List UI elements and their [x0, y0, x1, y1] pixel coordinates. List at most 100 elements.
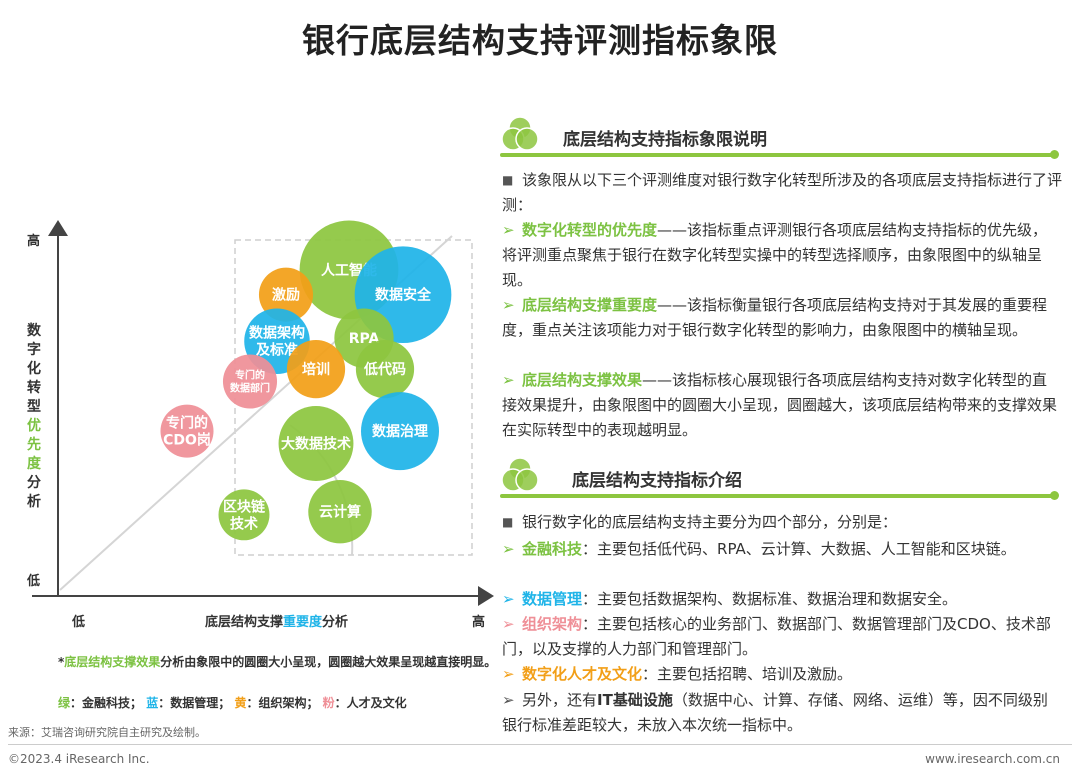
- section2-item-em: 金融科技: [522, 540, 583, 558]
- bubble-blockchain: [218, 489, 270, 541]
- source-note: 来源：艾瑞咨询研究院自主研究及绘制。: [8, 726, 206, 739]
- bubble-incentive: [258, 267, 314, 322]
- bubble-label-lowcode: 低代码: [363, 361, 406, 378]
- y-axis-title-char: 数: [27, 323, 41, 339]
- y-axis-title-char: 分: [27, 475, 41, 491]
- section2-extra-post: （数据中心、计算、存储、网络、运维）等，因不同级别银行标准差距较大，未放入本次统…: [502, 691, 1048, 734]
- bubble-label-arch: 数据架构: [249, 325, 305, 342]
- y-axis-title-char: 型: [27, 399, 41, 415]
- bubble-label-incentive: 激励: [272, 287, 300, 304]
- x-axis-low-label: 低: [72, 615, 86, 630]
- section2-item: ➢ 数字化人才及文化：主要包括招聘、培训及激励。: [502, 665, 853, 683]
- y-axis-title-char: 析: [27, 494, 41, 510]
- x-axis-title-em: 重要度: [283, 615, 323, 630]
- bubble-bigdata: [278, 406, 354, 481]
- legend-key-pink: 粉: [322, 696, 335, 710]
- y-axis-low-label: 低: [27, 574, 41, 589]
- quadrant-highlight-box: [234, 239, 473, 556]
- bubble-cloud: [308, 479, 372, 544]
- website-link[interactable]: www.iresearch.com.cn: [925, 752, 1060, 766]
- section1-item-text: ——该指标核心展现银行各项底层结构支持对数字化转型的直接效果提升，由象限图中的圆…: [502, 371, 1058, 439]
- footnote-star: *: [58, 655, 65, 669]
- chart-footnote: *底层结构支撑效果分析由象限中的圆圈大小呈现，圆圈越大效果呈现越直接明显。: [58, 652, 498, 672]
- bubble-layer: 人工智能数据安全激励RPA数据架构及标准低代码培训专门的数据部门专门的CDO岗大…: [160, 220, 452, 544]
- bubble-datadept: [222, 354, 278, 409]
- section2-item: ➢ 金融科技：主要包括低代码、RPA、云计算、大数据、人工智能和区块链。: [502, 540, 1016, 558]
- bubble-label-cloud: 云计算: [319, 504, 361, 521]
- section2-item-text: ：主要包括低代码、RPA、云计算、大数据、人工智能和区块链。: [582, 540, 1016, 558]
- section2-item-em: 组织架构: [522, 615, 583, 633]
- y-axis-high-label: 高: [27, 234, 41, 249]
- bubble-label-datadept: 专门的: [235, 369, 265, 382]
- copyright: ©2023.4 iResearch Inc.: [8, 752, 150, 766]
- x-axis-high-label: 高: [472, 615, 486, 630]
- section1-divider: [500, 153, 1055, 157]
- bubble-label-cdo: 专门的: [166, 415, 208, 432]
- section1-item-em: 底层结构支撑效果: [522, 371, 643, 389]
- bubble-label-datagov: 数据治理: [372, 423, 428, 440]
- section2-item: ➢ 数据管理：主要包括数据架构、数据标准、数据治理和数据安全。: [502, 590, 958, 608]
- legend-text: ：数据管理；: [158, 696, 231, 710]
- y-axis-title-char: 度: [27, 456, 41, 472]
- bubble-cdo: [160, 404, 214, 458]
- venn-icon: [501, 116, 539, 151]
- footnote-em: 底层结构支撑效果: [64, 655, 161, 669]
- bubble-label-datasec: 数据安全: [375, 287, 432, 304]
- section2-item-em: 数据管理: [522, 590, 583, 608]
- legend-key-green: 绿: [58, 696, 71, 710]
- bubble-label-blockchain: 技术: [230, 515, 258, 532]
- section1-intro: ■ 该象限从以下三个评测维度对银行数字化转型所涉及的各项底层支持指标进行了评测：: [502, 171, 1063, 214]
- section1-item-text: ——该指标衡量银行各项底层结构支持对于其发展的重要程度，重点关注该项能力对于银行…: [502, 296, 1048, 339]
- section2-extra-pre: 另外，还有: [522, 691, 598, 709]
- quadrant-chart: 人工智能数据安全激励RPA数据架构及标准低代码培训专门的数据部门专门的CDO岗大…: [32, 220, 494, 606]
- bubble-label-blockchain: 区块链: [223, 498, 266, 515]
- section2-item: ➢ 组织架构：主要包括核心的业务部门、数据部门、数据管理部门及CDO、技术部门，以…: [502, 615, 1051, 658]
- section2-item-text: ：主要包括数据架构、数据标准、数据治理和数据安全。: [582, 590, 958, 608]
- color-legend: 绿：金融科技； 蓝：数据管理； 黄：组织架构； 粉：人才及文化: [58, 694, 407, 711]
- bubble-label-cdo: CDO岗: [163, 432, 211, 449]
- page-title: 银行底层结构支持评测指标象限: [302, 21, 778, 60]
- y-axis-title-char: 化: [27, 361, 41, 377]
- y-axis-title-char: 转: [27, 380, 41, 396]
- section2-item-text: ：主要包括核心的业务部门、数据部门、数据管理部门及CDO、技术部门，以及支撑的人…: [502, 615, 1051, 658]
- section2-divider: [500, 494, 1055, 498]
- section2-intro-text: 银行数字化的底层结构支持主要分为四个部分，分别是：: [522, 513, 898, 531]
- x-axis-title-post: 分析: [322, 615, 349, 630]
- section1-item-em: 数字化转型的优先度: [522, 221, 658, 239]
- legend-text: ：金融科技；: [70, 696, 143, 710]
- section1-divider-dot: [1050, 150, 1059, 159]
- legend-text: ：组织架构；: [246, 696, 319, 710]
- bubble-label-arch: 及标准: [256, 342, 298, 359]
- legend-key-yellow: 黄: [234, 696, 247, 710]
- x-axis-title-pre: 底层结构支撑: [205, 615, 284, 630]
- y-axis-title: 数 字 化 转 型 优 先 度 分 析: [22, 322, 46, 512]
- section2-divider-dot: [1050, 491, 1059, 500]
- section1-item-text: ——该指标重点评测银行各项底层结构支持指标的优先级，将评测重点聚焦于银行在数字化…: [502, 221, 1048, 289]
- section1-item: ➢ 底层结构支撑效果——该指标核心展现银行各项底层结构支持对数字化转型的直接效果提…: [502, 371, 1058, 439]
- bubble-label-datadept: 数据部门: [230, 382, 270, 395]
- x-axis-title: 底层结构支撑重要度分析: [205, 611, 348, 630]
- section1-intro-text: 该象限从以下三个评测维度对银行数字化转型所涉及的各项底层支持指标进行了评测：: [502, 171, 1063, 214]
- y-axis-title-char: 字: [27, 342, 41, 358]
- bubble-label-rpa: RPA: [349, 331, 380, 347]
- section2-item-text: ：主要包括招聘、培训及激励。: [642, 665, 853, 683]
- bubble-datagov: [361, 392, 439, 471]
- section1-header: 底层结构支持指标象限说明: [563, 130, 767, 150]
- section2-extra: ➢ 另外，还有IT基础设施（数据中心、计算、存储、网络、运维）等，因不同级别银行标…: [502, 691, 1048, 734]
- section1-item: ➢ 底层结构支撑重要度——该指标衡量银行各项底层结构支持对于其发展的重要程度，重点…: [502, 296, 1048, 339]
- y-axis-title-char: 先: [27, 437, 41, 453]
- section2-intro: ■ 银行数字化的底层结构支持主要分为四个部分，分别是：: [502, 513, 898, 531]
- venn-icon: [501, 457, 539, 492]
- section1-item-em: 底层结构支撑重要度: [522, 296, 658, 314]
- legend-text: ：人才及文化: [334, 696, 407, 710]
- footer-divider: [8, 744, 1072, 745]
- section2-extra-em: IT基础设施: [597, 691, 673, 709]
- bubble-lowcode: [355, 339, 415, 399]
- bubble-label-bigdata: 大数据技术: [281, 436, 351, 453]
- legend-key-blue: 蓝: [146, 696, 159, 710]
- y-axis-title-char: 优: [27, 418, 41, 434]
- bubble-label-training: 培训: [302, 361, 330, 378]
- section2-item-em: 数字化人才及文化: [522, 665, 643, 683]
- bubble-training: [286, 339, 346, 399]
- footnote-text: 分析由象限中的圆圈大小呈现，圆圈越大效果呈现越直接明显。: [160, 655, 497, 669]
